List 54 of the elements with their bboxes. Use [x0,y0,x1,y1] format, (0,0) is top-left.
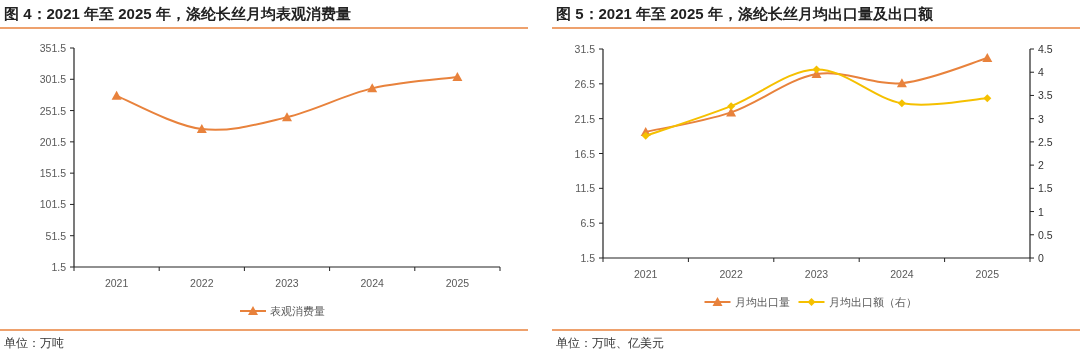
y-tick-label: 21.5 [574,112,596,125]
y-tick-label: 1.5 [51,261,67,273]
x-tick-label: 2024 [890,268,914,280]
y-tick-label: 251.5 [39,104,67,117]
x-tick-label: 2022 [190,277,214,289]
legend-label: 月均出口量 [734,296,790,308]
point [282,112,292,122]
y2-tick-label: 1.5 [1038,182,1053,195]
text: 单位：万吨、亿美元 [556,336,664,350]
y2-tick-label: 3.5 [1038,89,1053,102]
y-tick-label: 101.5 [39,198,67,211]
chart-title: 图 5：2021 年至 2025 年，涤纶长丝月均出口量及出口额 [556,5,934,22]
legend-label: 表观消费量 [270,305,325,317]
point [196,124,207,134]
y-tick-label: 31.5 [574,43,596,55]
y2-tick-label: 1 [1038,205,1044,218]
y-tick-label: 351.5 [39,42,67,54]
point [896,78,907,88]
legend-label: 月均出口额（右） [828,296,917,308]
x-tick-label: 2021 [634,268,658,280]
point [982,53,993,63]
chart-title: 图 4：2021 年至 2025 年，涤纶长丝月均表观消费量 [4,5,351,22]
x-tick-label: 2021 [104,277,129,289]
point [452,72,463,82]
point [641,131,650,140]
y-tick-label: 51.5 [45,229,67,242]
y-tick-label: 16.5 [574,147,596,160]
y2-tick-label: 3 [1038,112,1044,125]
point [111,90,122,100]
text: 单位：万吨 [4,336,64,350]
y-tick-label: 11.5 [575,182,596,195]
y2-tick-label: 4.5 [1038,43,1053,55]
y-tick-label: 201.5 [39,135,67,148]
point [367,83,378,93]
point [983,94,992,103]
y-tick-label: 151.5 [39,167,67,180]
point [727,102,736,111]
x-tick-label: 2025 [975,268,1000,280]
y2-tick-label: 0 [1038,252,1044,264]
y2-tick-label: 4 [1038,66,1044,79]
y2-tick-label: 0.5 [1038,228,1053,241]
y-tick-label: 1.5 [580,252,596,264]
point [812,65,821,74]
x-tick-label: 2022 [719,268,743,280]
y-tick-label: 301.5 [39,73,67,86]
x-tick-label: 2023 [804,268,829,280]
x-tick-label: 2023 [275,277,299,289]
y2-tick-label: 2.5 [1038,135,1053,148]
point [897,99,906,108]
x-tick-label: 2025 [445,277,470,289]
y-tick-label: 6.5 [580,217,596,230]
y-tick-label: 26.5 [574,77,596,90]
x-tick-label: 2024 [360,277,385,289]
y2-tick-label: 2 [1038,159,1044,172]
